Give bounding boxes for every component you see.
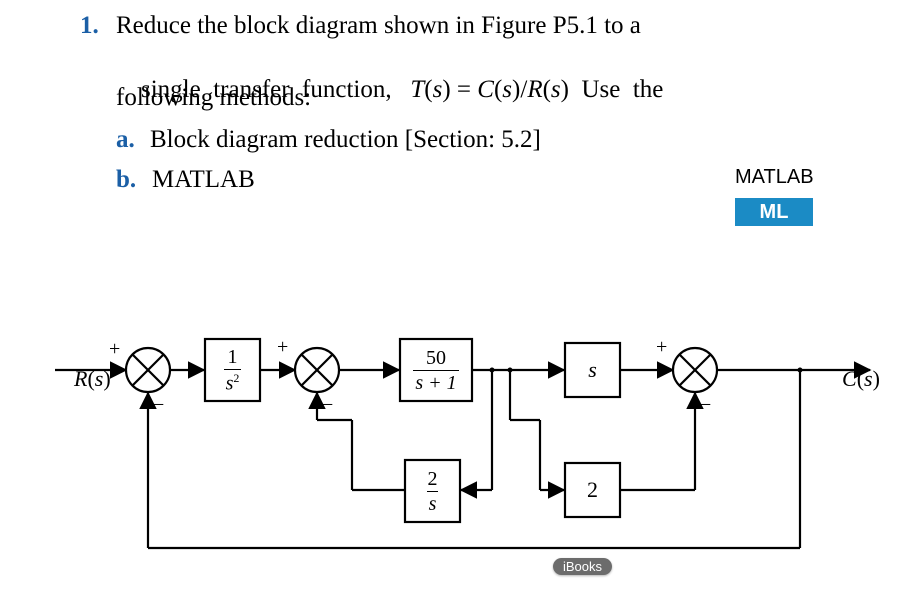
ibooks-text: iBooks: [563, 559, 602, 574]
input-label: R(s): [52, 340, 111, 418]
block2-label: 50 s + 1: [400, 339, 472, 401]
block5-label: 2: [565, 463, 620, 517]
sum2-plus: +: [277, 336, 288, 359]
block2-num: 50: [424, 348, 448, 370]
sum2-minus: −: [322, 394, 333, 417]
block1-num: 1: [225, 347, 239, 369]
sum3-minus: −: [700, 394, 711, 417]
output-C: C: [842, 366, 857, 391]
sum1-plus: +: [109, 338, 120, 361]
input-R: R: [74, 366, 87, 391]
block1-den-exp: 2: [233, 371, 239, 385]
sum2: [295, 348, 339, 392]
block1-label: 1 s2: [205, 339, 260, 401]
sum1: [126, 348, 170, 392]
sum3: [673, 348, 717, 392]
block4-den: s: [427, 491, 439, 514]
sum1-minus: −: [153, 394, 164, 417]
sum3-plus: +: [656, 336, 667, 359]
block2-den: s + 1: [413, 370, 458, 393]
page-root: 1. Reduce the block diagram shown in Fig…: [0, 0, 899, 591]
output-s: s: [864, 366, 873, 391]
block4-num: 2: [426, 469, 440, 491]
ibooks-badge: iBooks: [553, 558, 612, 575]
block3-label: s: [565, 343, 620, 397]
block4-label: 2 s: [405, 460, 460, 522]
block5-text: 2: [587, 477, 598, 503]
output-label: C(s): [820, 340, 880, 418]
block3-text: s: [588, 357, 597, 383]
